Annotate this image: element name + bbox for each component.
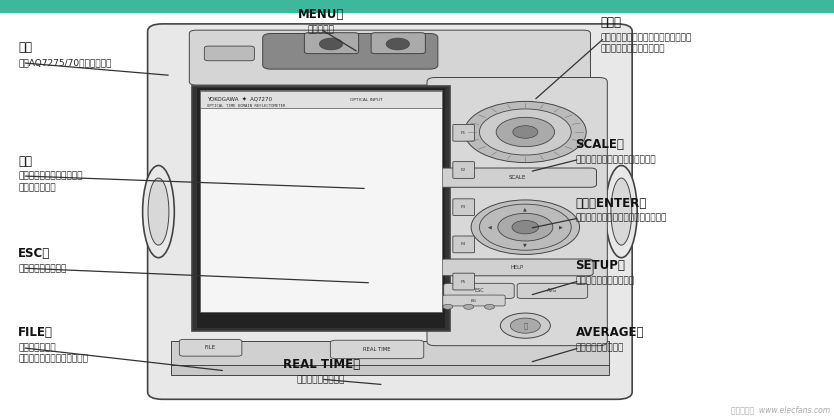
Text: HELP: HELP bbox=[510, 265, 524, 270]
FancyBboxPatch shape bbox=[453, 236, 475, 253]
FancyBboxPatch shape bbox=[204, 46, 254, 61]
Ellipse shape bbox=[610, 178, 632, 245]
Text: ESC: ESC bbox=[475, 288, 484, 293]
Text: F4: F4 bbox=[461, 242, 466, 246]
Ellipse shape bbox=[143, 166, 174, 258]
Circle shape bbox=[500, 313, 550, 338]
Circle shape bbox=[471, 200, 580, 254]
FancyBboxPatch shape bbox=[330, 340, 424, 359]
Text: SCALE: SCALE bbox=[509, 175, 526, 180]
Text: OPTICAL INPUT: OPTICAL INPUT bbox=[350, 98, 383, 102]
Text: ▲: ▲ bbox=[524, 207, 527, 212]
Circle shape bbox=[512, 220, 539, 234]
FancyBboxPatch shape bbox=[148, 24, 632, 399]
Bar bbox=[171, 365, 609, 375]
Bar bbox=[200, 90, 442, 312]
FancyBboxPatch shape bbox=[427, 78, 607, 346]
Text: FILE: FILE bbox=[204, 345, 216, 350]
Circle shape bbox=[386, 38, 409, 50]
Circle shape bbox=[498, 213, 553, 241]
Bar bbox=[200, 91, 442, 108]
Text: BG: BG bbox=[471, 298, 477, 303]
FancyBboxPatch shape bbox=[453, 124, 475, 141]
Text: SCALE键: SCALE键 bbox=[575, 138, 625, 151]
Text: 用于放大、缩小或者移动波形显示: 用于放大、缩小或者移动波形显示 bbox=[575, 155, 656, 164]
Text: 取消设置或关闭菜单: 取消设置或关闭菜单 bbox=[18, 264, 67, 273]
Text: OPTICAL TIME DOMAIN REFLECTOMETER: OPTICAL TIME DOMAIN REFLECTOMETER bbox=[207, 103, 285, 108]
Text: 护板: 护板 bbox=[18, 41, 33, 54]
FancyBboxPatch shape bbox=[440, 259, 593, 276]
Text: REAL TIME键: REAL TIME键 bbox=[283, 358, 359, 371]
Circle shape bbox=[510, 318, 540, 333]
Text: ESC键: ESC键 bbox=[18, 247, 51, 260]
Circle shape bbox=[480, 204, 571, 250]
FancyBboxPatch shape bbox=[453, 273, 475, 290]
Circle shape bbox=[443, 304, 453, 309]
Text: ⏻: ⏻ bbox=[523, 322, 527, 329]
Circle shape bbox=[485, 304, 495, 309]
Text: YOKOGAWA  ✦  AQ7270: YOKOGAWA ✦ AQ7270 bbox=[207, 97, 272, 102]
Bar bbox=[192, 86, 450, 331]
Text: F1: F1 bbox=[461, 131, 466, 135]
Text: FILE键: FILE键 bbox=[18, 326, 53, 339]
FancyBboxPatch shape bbox=[371, 33, 425, 54]
Circle shape bbox=[464, 304, 474, 309]
Text: SETUP键: SETUP键 bbox=[575, 259, 626, 272]
Bar bbox=[197, 88, 445, 328]
Text: 旋钮键: 旋钮键 bbox=[600, 16, 621, 29]
Text: 开始或停止平均测量: 开始或停止平均测量 bbox=[575, 344, 624, 352]
FancyBboxPatch shape bbox=[517, 283, 588, 298]
FancyBboxPatch shape bbox=[444, 283, 515, 298]
Text: ▼: ▼ bbox=[524, 243, 527, 248]
Text: F3: F3 bbox=[461, 205, 466, 209]
Text: AVG: AVG bbox=[547, 288, 558, 293]
Text: 移动光标或改变测量条件，按该键可以
设置光标移动为粗调或微调: 移动光标或改变测量条件，按该键可以 设置光标移动为粗调或微调 bbox=[600, 34, 692, 54]
Text: 设置测量条件与系统配置: 设置测量条件与系统配置 bbox=[575, 277, 635, 285]
Text: F5: F5 bbox=[461, 279, 466, 284]
Text: REAL TIME: REAL TIME bbox=[364, 347, 391, 352]
Ellipse shape bbox=[605, 166, 637, 258]
Circle shape bbox=[496, 117, 555, 147]
FancyBboxPatch shape bbox=[453, 162, 475, 178]
Circle shape bbox=[465, 101, 586, 163]
FancyBboxPatch shape bbox=[263, 34, 438, 69]
Text: AVERAGE键: AVERAGE键 bbox=[575, 326, 644, 339]
Text: 显示文件菜单，
用于保存、读取或者打印波形: 显示文件菜单， 用于保存、读取或者打印波形 bbox=[18, 344, 88, 364]
Text: 返回主菜单: 返回主菜单 bbox=[308, 25, 334, 34]
Circle shape bbox=[319, 38, 343, 50]
Text: 电子发烧友  www.elecfans.com: 电子发烧友 www.elecfans.com bbox=[731, 406, 830, 415]
FancyBboxPatch shape bbox=[438, 168, 596, 187]
Text: ◀: ◀ bbox=[488, 225, 491, 230]
Ellipse shape bbox=[148, 178, 168, 245]
Bar bbox=[171, 341, 609, 367]
Text: ▶: ▶ bbox=[560, 225, 563, 230]
Circle shape bbox=[480, 109, 571, 155]
FancyBboxPatch shape bbox=[189, 30, 590, 85]
Text: 保护AQ7275/70受到外部撞击: 保护AQ7275/70受到外部撞击 bbox=[18, 59, 112, 67]
Text: 开始或结束实时测量: 开始或结束实时测量 bbox=[297, 375, 345, 384]
Circle shape bbox=[513, 126, 538, 138]
FancyBboxPatch shape bbox=[179, 339, 242, 356]
Text: 选择或设置条件，改变波形显示的刻度: 选择或设置条件，改变波形显示的刻度 bbox=[575, 214, 667, 222]
Bar bbox=[0, 0, 834, 13]
Text: 选择显示在屏幕右边，与各
接键对应的功能: 选择显示在屏幕右边，与各 接键对应的功能 bbox=[18, 172, 83, 192]
Text: 软键: 软键 bbox=[18, 155, 33, 168]
FancyBboxPatch shape bbox=[453, 199, 475, 216]
FancyBboxPatch shape bbox=[304, 33, 359, 54]
Text: MENU键: MENU键 bbox=[298, 8, 344, 21]
FancyBboxPatch shape bbox=[443, 295, 505, 306]
Text: F2: F2 bbox=[461, 168, 466, 172]
Text: 箭头与ENTER键: 箭头与ENTER键 bbox=[575, 197, 646, 210]
